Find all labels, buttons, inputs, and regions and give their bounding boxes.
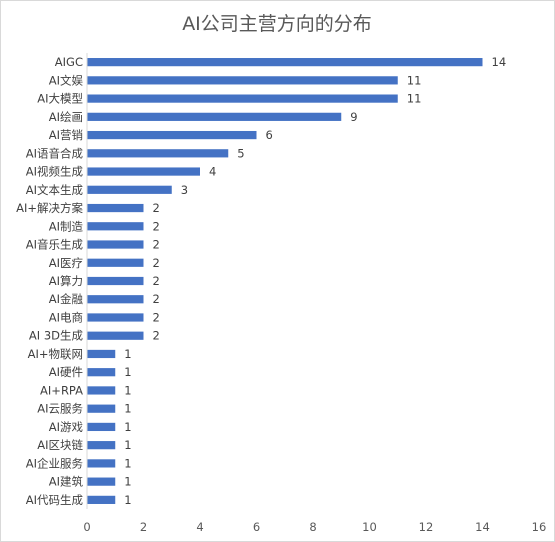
value-label: 2 [153,238,160,252]
category-label: AI 3D生成 [29,329,84,343]
bar [87,222,144,231]
value-label: 4 [209,165,216,179]
bar [87,112,342,121]
category-label: AI文娱 [49,73,84,87]
bar [87,94,398,103]
value-label: 1 [124,347,131,361]
category-label: AI语音合成 [26,146,84,160]
category-label: AI绘画 [49,110,83,124]
bar [87,258,144,267]
x-tick-label: 16 [532,520,547,534]
bar [87,130,257,140]
bar [87,240,144,249]
bars-group [87,58,483,504]
category-label: AI医疗 [49,256,83,270]
bar [87,386,116,395]
x-tick-label: 2 [140,520,147,534]
bar [87,167,200,176]
category-label: AI营销 [49,128,83,142]
category-label: AI大模型 [37,92,83,106]
category-label: AI企业服务 [26,456,84,470]
value-label: 2 [153,292,160,306]
x-tick-label: 8 [309,520,316,534]
category-label: AI电商 [49,310,83,324]
value-label: 1 [124,493,131,507]
chart-title: AI公司主营方向的分布 [182,13,372,35]
category-label: AI音乐生成 [26,238,84,252]
value-label: 14 [492,55,507,69]
category-label: AI文本生成 [26,183,84,197]
category-label: AI硬件 [49,365,83,379]
value-label: 1 [124,365,131,379]
value-label: 1 [124,456,131,470]
value-label: 2 [153,256,160,270]
value-label: 1 [124,420,131,434]
bar [87,203,144,213]
bar [87,422,116,432]
bar [87,477,116,486]
value-label: 3 [181,183,188,197]
value-label: 9 [350,110,357,124]
x-tick-label: 4 [196,520,203,534]
bar [87,331,144,340]
value-label: 2 [153,201,160,215]
bar [87,76,398,85]
x-tick-label: 10 [362,520,377,534]
value-label: 5 [237,146,244,160]
bar [87,149,229,158]
category-label: AI区块链 [37,438,83,452]
value-label: 1 [124,383,131,397]
bar [87,313,144,322]
value-label: 2 [153,310,160,324]
bar [87,58,483,67]
value-label: 2 [153,219,160,233]
category-label: AI+解决方案 [16,201,83,215]
category-label: AI金融 [49,292,84,306]
bar [87,349,116,359]
value-label: 1 [124,438,131,452]
category-label: AI+RPA [40,383,83,397]
value-label: 1 [124,402,131,416]
x-tick-label: 0 [83,520,90,534]
bar [87,495,116,504]
value-label: 6 [266,128,273,142]
value-label: 2 [153,329,160,343]
value-label: 11 [407,92,422,106]
x-tick-label: 12 [419,520,434,534]
bar [87,404,116,413]
category-label: AI建筑 [49,475,84,489]
bar [87,368,116,377]
category-labels: AIGC AI文娱 AI大模型 AI绘画 AI营销 AI语音合成 AI视频生成 AI文本生成 A… [16,55,83,507]
category-label: AI算力 [49,274,83,288]
category-label: AI代码生成 [26,493,84,507]
x-tick-label: 6 [253,520,260,534]
category-label: AI视频生成 [26,165,84,179]
category-label: AI云服务 [37,402,83,416]
bar [87,276,144,286]
axes: 0 2 4 6 8 10 12 14 16 [83,53,546,534]
bar [87,459,116,468]
x-tick-label: 14 [475,520,490,534]
category-label: AI+物联网 [28,347,83,361]
bar [87,441,116,450]
category-label: AI制造 [49,219,84,233]
value-label: 1 [124,475,131,489]
bar [87,295,144,304]
bar [87,185,172,194]
value-label: 2 [153,274,160,288]
category-label: AIGC [55,55,83,69]
value-label: 11 [407,73,422,87]
category-label: AI游戏 [49,420,84,434]
